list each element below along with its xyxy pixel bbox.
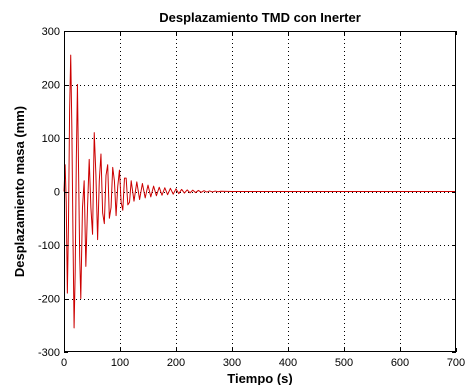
x-tick-label: 700 xyxy=(447,357,465,369)
y-tick-label: -100 xyxy=(38,240,60,252)
y-tick-label: -300 xyxy=(38,347,60,359)
y-tick-label: 100 xyxy=(42,133,60,145)
plot-frame xyxy=(64,31,456,352)
y-tick-label: 300 xyxy=(42,26,60,38)
x-tick-label: 200 xyxy=(167,357,185,369)
y-tick-labels: -300 -200 -100 0 100 200 300 xyxy=(38,26,60,359)
x-tick-label: 0 xyxy=(61,357,67,369)
x-tick-label: 500 xyxy=(335,357,353,369)
series-line-1 xyxy=(63,54,456,329)
x-tick-label: 600 xyxy=(391,357,409,369)
series-layer xyxy=(63,54,456,329)
chart-title: Desplazamiento TMD con Inerter xyxy=(159,10,361,25)
x-tick-label: 100 xyxy=(111,357,129,369)
y-tick-label: 200 xyxy=(42,80,60,92)
y-axis-label: Desplazamiento masa (mm) xyxy=(12,106,27,277)
x-axis-label: Tiempo (s) xyxy=(227,371,293,385)
y-tick-label: 0 xyxy=(54,187,60,199)
tick-marks xyxy=(64,31,457,353)
x-tick-label: 300 xyxy=(223,357,241,369)
y-tick-label: -200 xyxy=(38,294,60,306)
x-tick-label: 400 xyxy=(279,357,297,369)
x-tick-labels: 0 100 200 300 400 500 600 700 xyxy=(61,357,465,369)
